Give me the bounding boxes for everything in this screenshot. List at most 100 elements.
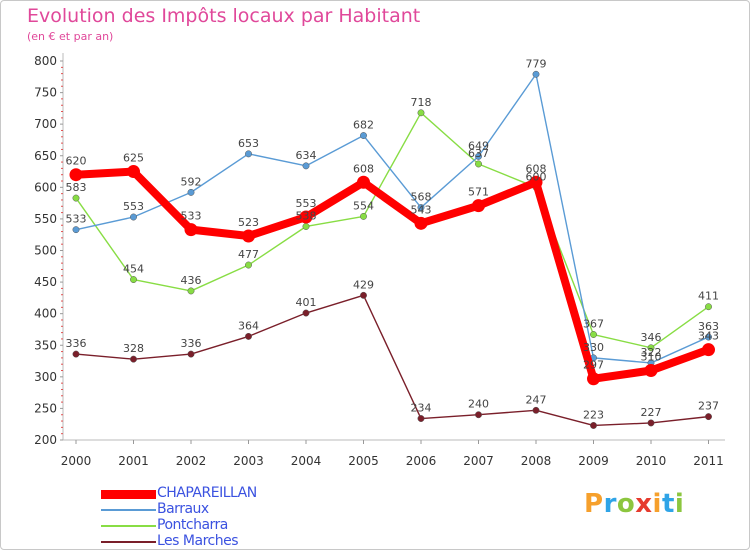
data-point-les-marches <box>187 350 195 358</box>
data-point-les-marches <box>417 415 425 422</box>
data-label-pontcharra: 454 <box>123 263 144 276</box>
data-label-barraux: 553 <box>123 200 144 213</box>
data-label-barraux: 533 <box>66 213 87 226</box>
data-point-les-marches <box>705 413 712 421</box>
data-label-chapareillan: 523 <box>238 216 259 229</box>
data-label-chapareillan: 543 <box>411 203 432 216</box>
series-line-chapareillan <box>72 167 713 383</box>
series-line-pontcharra <box>75 112 710 349</box>
logo-letter: i <box>674 489 685 519</box>
data-label-chapareillan: 608 <box>526 162 547 175</box>
data-label-les-marches: 234 <box>411 402 432 415</box>
data-point-les-marches <box>130 355 137 363</box>
data-label-les-marches: 401 <box>296 296 317 309</box>
data-point-pontcharra <box>417 109 425 117</box>
y-tick-label: 800 <box>34 54 57 68</box>
data-label-barraux: 363 <box>698 320 719 333</box>
data-point-pontcharra <box>130 276 137 284</box>
series-line-barraux <box>75 73 710 364</box>
data-label-chapareillan: 620 <box>66 155 87 168</box>
y-tick-label: 400 <box>34 307 57 321</box>
data-label-chapareillan: 608 <box>353 162 374 175</box>
data-label-pontcharra: 477 <box>238 248 259 261</box>
y-tick-label: 250 <box>34 401 57 415</box>
data-label-barraux: 779 <box>526 57 547 70</box>
data-point-chapareillan <box>529 175 543 189</box>
data-label-pontcharra: 538 <box>296 209 317 222</box>
data-point-pontcharra <box>302 223 310 230</box>
data-label-les-marches: 336 <box>66 337 87 350</box>
data-point-les-marches <box>532 406 540 414</box>
data-point-barraux <box>302 162 310 170</box>
y-tick-label: 750 <box>34 86 57 100</box>
proxiti-logo: Proxiti <box>584 489 684 519</box>
data-point-chapareillan <box>127 165 140 179</box>
data-point-chapareillan <box>472 199 485 213</box>
data-point-barraux <box>417 204 425 211</box>
data-point-chapareillan <box>357 175 370 189</box>
data-point-barraux <box>130 213 137 221</box>
x-tick-label: 2001 <box>118 454 149 468</box>
x-tick-label: 2010 <box>636 454 667 468</box>
data-point-pontcharra <box>475 160 482 168</box>
logo-letter: r <box>603 489 617 519</box>
y-tick-label: 200 <box>34 433 57 447</box>
data-point-les-marches <box>302 309 310 317</box>
data-point-pontcharra <box>705 303 712 311</box>
data-label-pontcharra: 600 <box>526 170 547 183</box>
data-point-chapareillan <box>299 210 313 224</box>
data-point-chapareillan <box>702 343 715 357</box>
y-tick-label: 300 <box>34 370 57 384</box>
data-point-pontcharra <box>72 194 80 202</box>
data-point-les-marches <box>360 291 367 299</box>
x-tick-label: 2006 <box>406 454 437 468</box>
legend-label-pontcharra: Pontcharra <box>157 517 228 533</box>
data-point-les-marches <box>590 422 597 429</box>
data-label-barraux: 322 <box>641 346 662 359</box>
logo-letter: i <box>652 489 662 519</box>
data-label-pontcharra: 583 <box>66 181 87 194</box>
y-tick-label: 550 <box>34 212 57 226</box>
data-label-chapareillan: 343 <box>698 330 719 343</box>
data-label-les-marches: 227 <box>641 406 662 419</box>
data-label-les-marches: 328 <box>123 342 144 355</box>
data-label-chapareillan: 310 <box>641 351 662 364</box>
y-tick-label: 700 <box>34 117 57 131</box>
data-label-les-marches: 336 <box>181 337 202 350</box>
data-label-barraux: 592 <box>181 175 202 188</box>
data-point-pontcharra <box>360 212 367 220</box>
x-tick-label: 2003 <box>233 454 264 468</box>
data-label-chapareillan: 297 <box>583 359 604 372</box>
data-point-pontcharra <box>647 344 655 352</box>
legend-swatch-pontcharra <box>101 525 156 527</box>
data-point-barraux <box>360 132 367 139</box>
logo-letter: t <box>661 489 675 519</box>
data-label-les-marches: 429 <box>353 278 374 291</box>
x-tick-label: 2004 <box>291 454 322 468</box>
data-label-pontcharra: 554 <box>353 199 374 212</box>
data-label-barraux: 568 <box>411 191 432 204</box>
x-tick-label: 2002 <box>176 454 207 468</box>
y-tick-label: 500 <box>34 244 57 258</box>
data-point-pontcharra <box>590 331 597 338</box>
data-point-pontcharra <box>245 261 252 269</box>
x-tick-label: 2009 <box>578 454 609 468</box>
data-point-les-marches <box>245 332 252 340</box>
data-point-chapareillan <box>69 168 83 182</box>
axes: 200 250 300 350 400 450 500 550 600 650 700 750 800 2… <box>34 53 725 468</box>
data-point-barraux <box>532 70 540 78</box>
data-point-chapareillan <box>414 216 428 230</box>
data-label-pontcharra: 718 <box>411 96 432 109</box>
data-label-les-marches: 364 <box>238 319 259 332</box>
chart-subtitle: (en € et par an) <box>27 30 114 43</box>
legend-swatch-barraux <box>101 509 156 511</box>
data-point-barraux <box>245 150 252 158</box>
data-label-les-marches: 237 <box>698 400 719 413</box>
data-label-chapareillan: 625 <box>123 152 144 165</box>
logo-letter: x <box>635 489 653 519</box>
data-label-chapareillan: 571 <box>468 186 489 199</box>
legend-label-barraux: Barraux <box>157 501 209 517</box>
data-label-pontcharra: 411 <box>698 290 719 303</box>
